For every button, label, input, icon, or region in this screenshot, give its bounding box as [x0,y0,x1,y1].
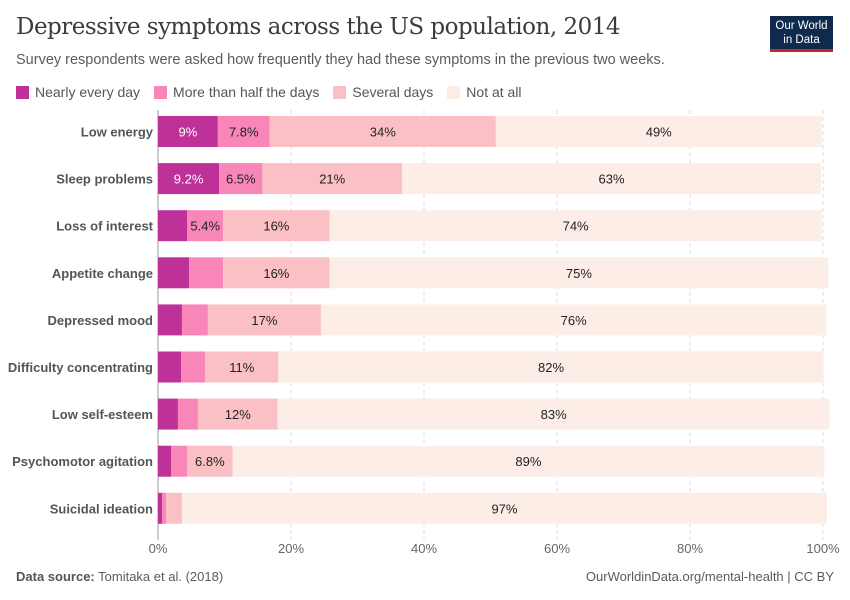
category-label: Appetite change [52,266,153,281]
data-label: 16% [263,219,289,234]
legend-label: Not at all [466,84,522,100]
legend-item-more-than-half[interactable]: More than half the days [154,84,319,100]
chart-title: Depressive symptoms across the US popula… [16,14,620,40]
data-label: 6.8% [195,454,225,469]
category-label: Loss of interest [56,219,153,234]
data-label: 21% [319,172,345,187]
data-label: 83% [541,407,567,422]
data-label: 5.4% [190,219,220,234]
bar-segment[interactable] [158,351,182,383]
data-label: 9.2% [174,172,204,187]
data-label: 7.8% [229,125,259,140]
bar-segment[interactable] [158,163,220,195]
bar-segment[interactable] [207,304,321,336]
bar-segment[interactable] [158,304,182,336]
data-label: 76% [561,313,587,328]
bar-segment[interactable] [189,257,224,289]
data-label: 17% [251,313,277,328]
data-label: 63% [599,172,625,187]
category-label: Sleep problems [56,172,153,187]
category-label: Low energy [81,125,154,140]
legend-label: Nearly every day [35,84,141,100]
x-tick-label: 40% [411,541,437,556]
bar-segment[interactable] [277,398,830,430]
x-tick-label: 20% [278,541,304,556]
bar-segment[interactable] [158,398,178,430]
owid-logo[interactable]: Our World in Data [770,16,833,52]
bar-segment[interactable] [269,116,496,147]
bar-segment[interactable] [320,304,827,336]
category-label: Suicidal ideation [50,501,153,516]
bar-segment[interactable] [402,163,822,195]
bar-segment[interactable] [187,210,224,242]
legend-label: Several days [352,84,434,100]
bar-segment[interactable] [158,257,190,289]
bar-segment[interactable] [232,445,825,477]
x-tick-label: 100% [806,541,840,556]
data-label: 16% [263,266,289,281]
bar-segment[interactable] [158,492,162,524]
data-source: Data source: Tomitaka et al. (2018) [16,569,223,584]
data-label: 6.5% [226,172,256,187]
bar-segment[interactable] [329,210,822,242]
bar-segment[interactable] [219,163,263,195]
category-label: Psychomotor agitation [12,454,153,469]
bar-segment[interactable] [329,257,829,289]
bar-segment[interactable] [161,492,166,524]
bar-segment[interactable] [262,163,403,195]
data-label: 97% [491,501,517,516]
data-label: 82% [538,360,564,375]
bar-segment[interactable] [158,210,188,242]
bar-segment[interactable] [217,116,270,147]
category-label: Depressed mood [48,313,154,328]
bar-segment[interactable] [171,445,188,477]
bar-segment[interactable] [205,351,279,383]
data-label: 74% [563,219,589,234]
bar-segment[interactable] [177,398,198,430]
data-label: 49% [646,125,672,140]
legend-label: More than half the days [173,84,320,100]
bar-segment[interactable] [223,210,330,242]
bar-segment[interactable] [158,116,218,147]
legend-item-not-at-all[interactable]: Not at all [447,84,522,100]
legend-swatch [16,85,29,99]
legend-item-several-days[interactable]: Several days [333,84,433,100]
legend: Nearly every day More than half the days… [16,84,522,100]
bar-segment[interactable] [165,492,182,524]
category-label: Low self-esteem [52,407,153,422]
data-label: 12% [225,407,251,422]
bar-segment[interactable] [495,116,822,147]
chart-subtitle: Survey respondents were asked how freque… [16,52,665,68]
bar-segment[interactable] [278,351,824,383]
source-text[interactable]: Tomitaka et al. (2018) [98,569,224,584]
data-label: 9% [179,125,198,140]
data-label: 34% [370,125,396,140]
bar-segment[interactable] [181,304,208,336]
data-label: 11% [229,360,254,375]
bar-segment[interactable] [158,445,172,477]
bar-segment[interactable] [181,351,206,383]
bar-segment[interactable] [223,257,330,289]
bar-segment[interactable] [187,445,233,477]
x-tick-label: 60% [544,541,570,556]
data-label: 75% [566,266,592,281]
source-label: Data source: [16,569,95,584]
legend-swatch [154,85,168,99]
x-tick-label: 80% [677,541,703,556]
legend-swatch [447,85,461,99]
bar-segment[interactable] [197,398,278,430]
x-tick-label: 0% [149,541,168,556]
bar-segment[interactable] [181,492,827,524]
data-label: 89% [515,454,541,469]
category-label: Difficulty concentrating [8,360,153,375]
legend-swatch [333,85,347,99]
footer-link[interactable]: OurWorldinData.org/mental-health | CC BY [585,569,834,584]
legend-item-nearly-every-day[interactable]: Nearly every day [16,84,140,100]
